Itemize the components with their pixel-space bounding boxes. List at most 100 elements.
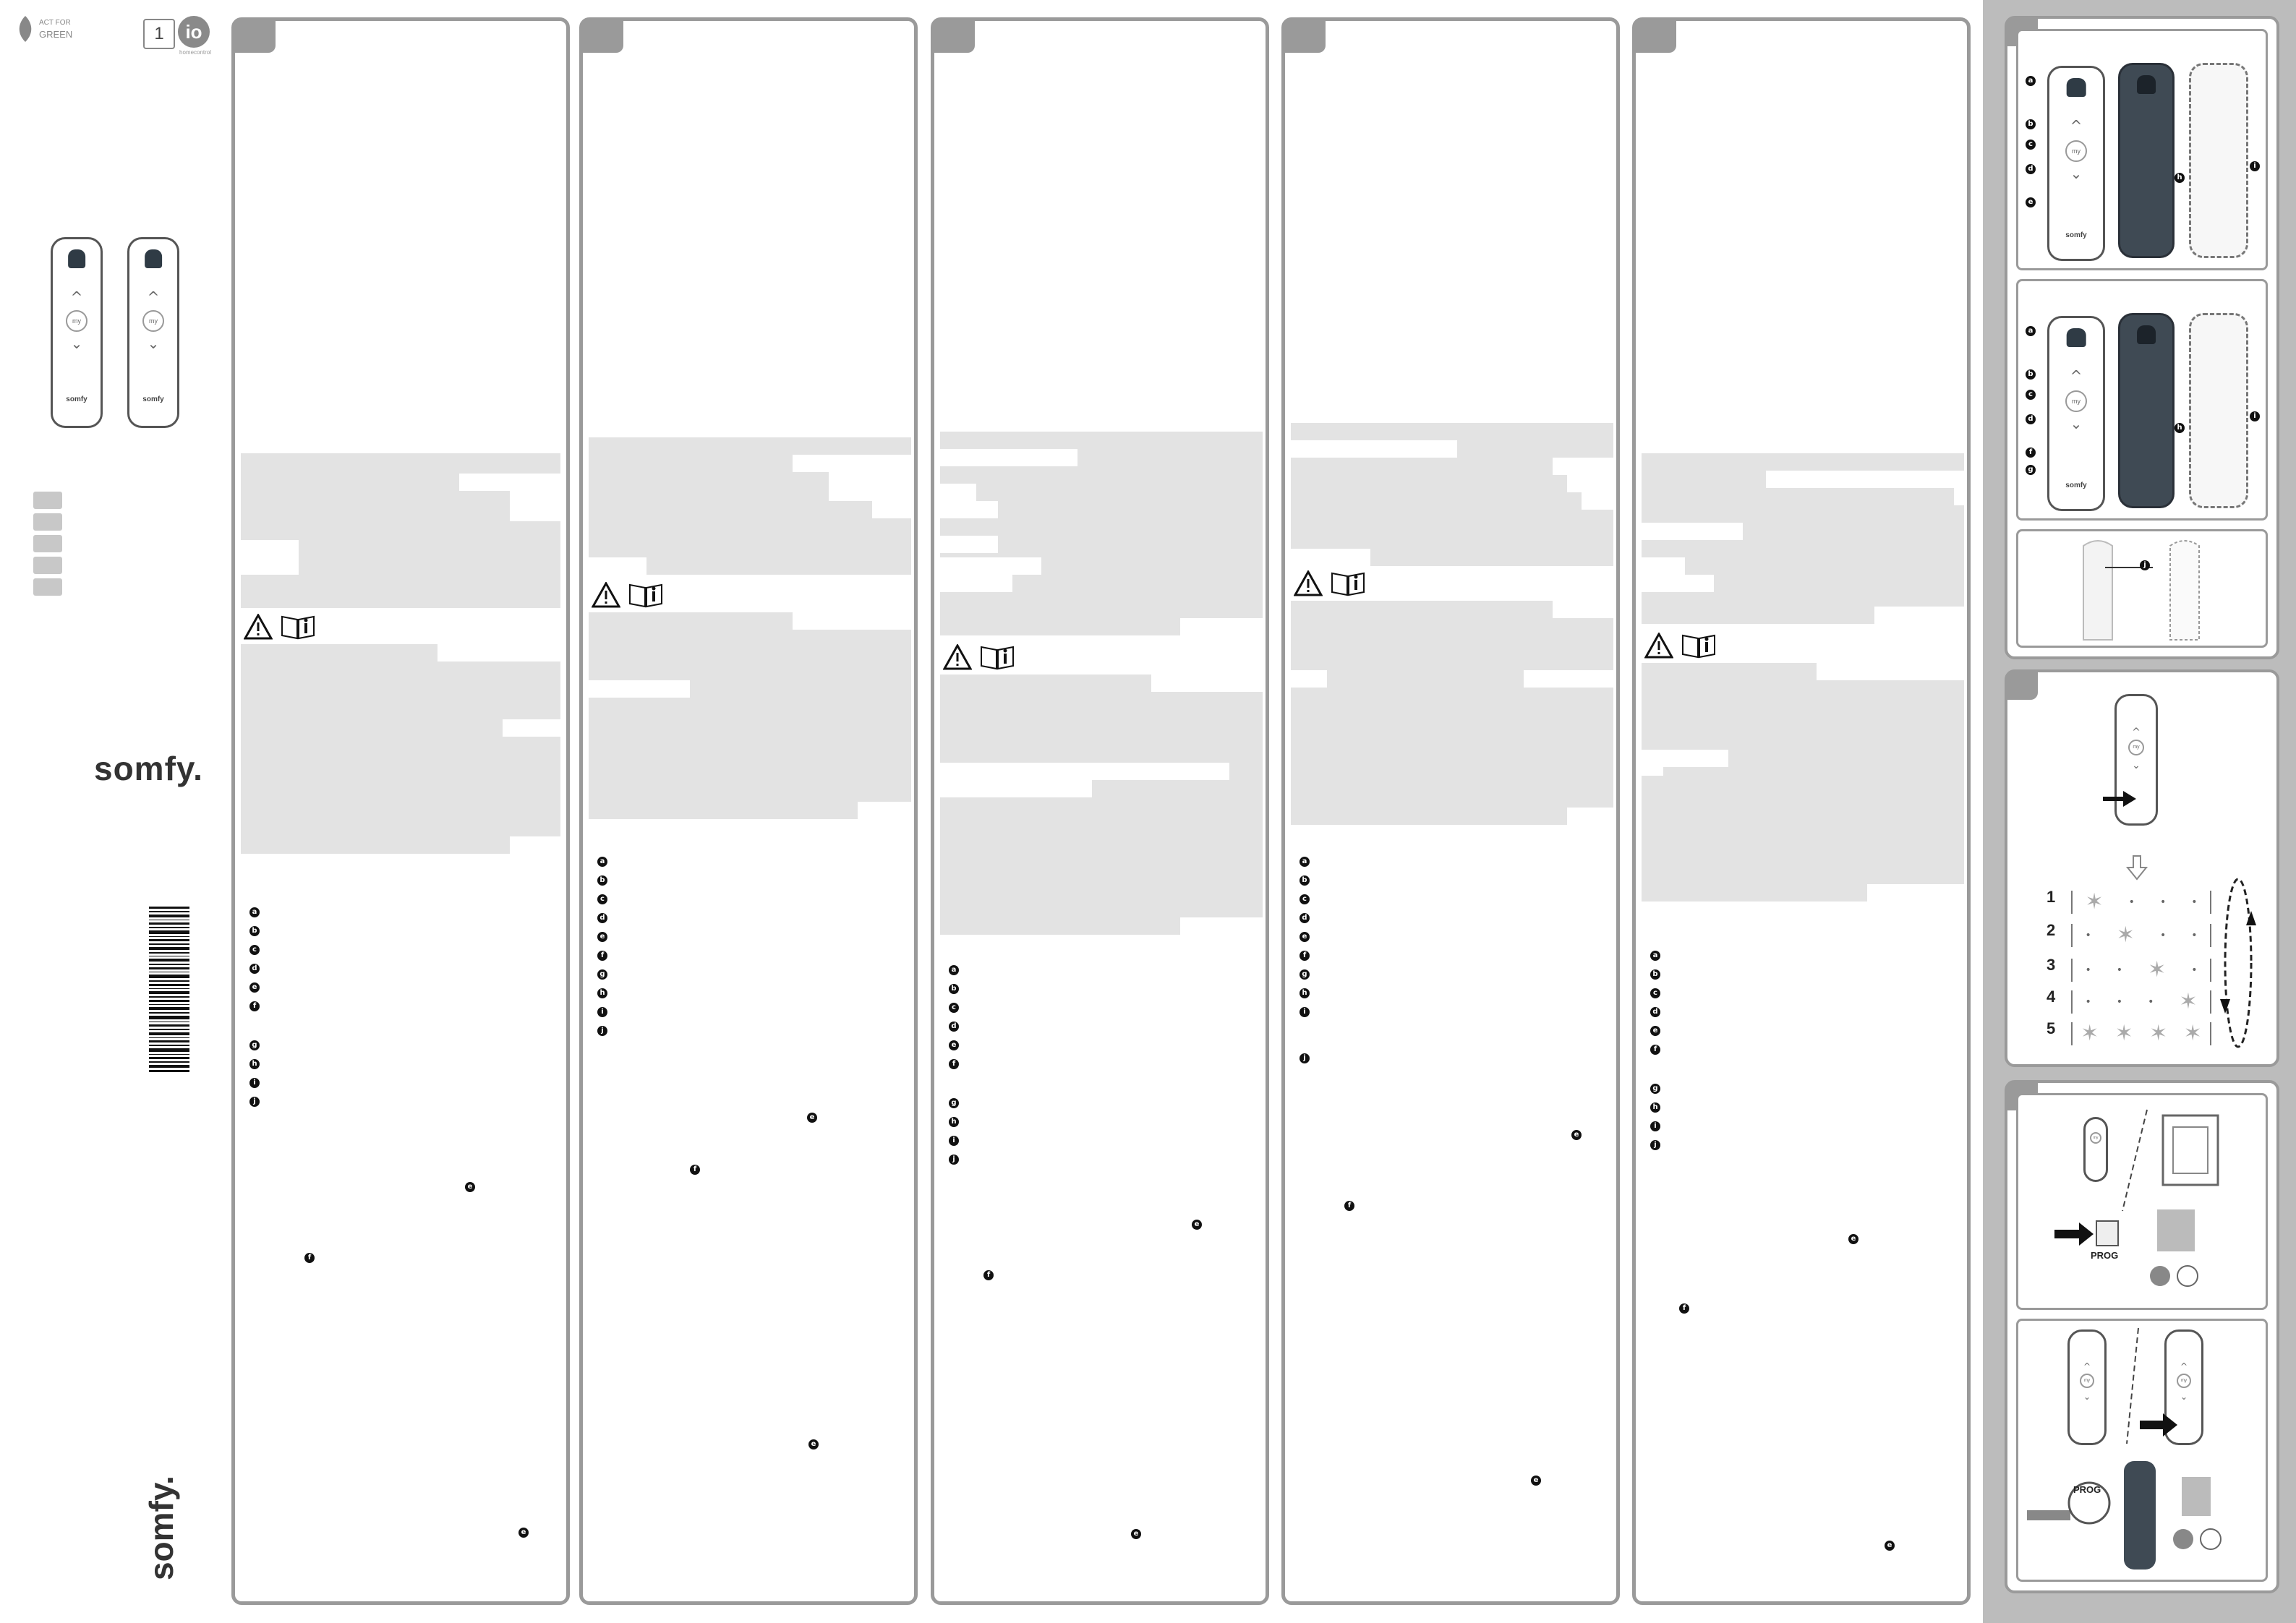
brand-logo: somfy. bbox=[94, 750, 203, 787]
callout-marker: f bbox=[597, 951, 607, 961]
callout-marker: i bbox=[597, 1007, 607, 1017]
remote-led-window bbox=[68, 249, 85, 268]
callout-marker: h bbox=[1650, 1102, 1660, 1113]
remote-led-window bbox=[2137, 325, 2156, 344]
figure-remote-5ch-parts: ^ my ⌄ somfy a b c d f g h i bbox=[2016, 279, 2268, 521]
callout-marker: b bbox=[2026, 119, 2036, 129]
led-on-icon: ✶ bbox=[2183, 1021, 2202, 1046]
language-panel-5: a b c d e f g h i j e f e bbox=[1632, 17, 1971, 1605]
callout-marker: e bbox=[1885, 1541, 1895, 1551]
cover-remote-1: ^ my ⌄ somfy bbox=[51, 237, 103, 428]
remote-small: my bbox=[2083, 1117, 2108, 1182]
language-panel-3: a b c d e f g h i j e f e bbox=[931, 17, 1269, 1605]
language-panel-2: a b c d e f g h i j e f e bbox=[579, 17, 918, 1605]
text-placeholder bbox=[589, 612, 911, 819]
my-button-icon: my bbox=[2080, 1374, 2094, 1388]
figure-tab bbox=[2006, 671, 2038, 700]
eco-logo: ACT FOR GREEN bbox=[14, 14, 72, 46]
language-chip bbox=[33, 535, 62, 552]
callout-marker: c bbox=[597, 894, 607, 904]
callout-marker: i bbox=[1650, 1121, 1660, 1131]
led-row: • • ✶ • bbox=[2071, 959, 2211, 982]
eco-label-bottom: GREEN bbox=[39, 29, 73, 40]
callout-marker: j bbox=[2140, 560, 2150, 570]
callout-marker: e bbox=[2026, 197, 2036, 207]
warning-triangle-icon bbox=[244, 614, 273, 640]
remote-channel-select: ^ my ⌄ bbox=[2114, 694, 2158, 826]
callout-marker: h bbox=[2175, 423, 2185, 433]
my-button-icon: my bbox=[2128, 740, 2144, 755]
callout-marker: e bbox=[1650, 1026, 1660, 1036]
language-tab bbox=[581, 20, 623, 53]
callout-marker: d bbox=[1650, 1007, 1660, 1017]
callout-marker: e bbox=[808, 1439, 819, 1449]
down-icon: ⌄ bbox=[147, 335, 160, 352]
led-off-icon: • bbox=[2191, 896, 2198, 908]
callout-marker: g bbox=[1299, 969, 1310, 980]
remote-brand: somfy bbox=[2065, 481, 2087, 489]
language-tab bbox=[234, 20, 276, 53]
led-off-icon: • bbox=[2085, 930, 2091, 941]
component-list-2: g h i j bbox=[1650, 1084, 1660, 1150]
down-icon: ⌄ bbox=[2180, 1392, 2188, 1402]
down-icon: ⌄ bbox=[2132, 760, 2141, 771]
figure-prog-receiver: my PROG bbox=[2016, 1093, 2268, 1310]
led-off-icon: • bbox=[2085, 964, 2091, 976]
remote-brand: somfy bbox=[66, 395, 88, 403]
callout-marker: e bbox=[1571, 1130, 1582, 1140]
callout-marker: c bbox=[1650, 988, 1660, 998]
remote-brand: somfy bbox=[2065, 231, 2087, 239]
callout-marker: h bbox=[597, 988, 607, 998]
led-off-icon: • bbox=[2159, 930, 2167, 941]
component-list: a b c d e f g h i j bbox=[597, 857, 607, 1036]
component-list: a b c d e f bbox=[249, 907, 260, 1011]
led-on-icon: ✶ bbox=[2179, 989, 2198, 1014]
up-icon: ^ bbox=[2180, 1361, 2188, 1371]
callout-marker: e bbox=[249, 982, 260, 993]
callout-marker: i bbox=[2250, 161, 2260, 171]
callout-marker: e bbox=[1131, 1529, 1141, 1539]
down-icon: ⌄ bbox=[70, 335, 83, 352]
remote-source: ^ my ⌄ bbox=[2067, 1329, 2107, 1445]
prog-receiver-illustration bbox=[2054, 1109, 2219, 1287]
callout-marker: d bbox=[249, 964, 260, 974]
press-arrow-icon bbox=[2103, 791, 2136, 807]
callout-marker: f bbox=[2026, 447, 2036, 458]
callout-marker: f bbox=[983, 1270, 994, 1280]
read-manual-icon bbox=[1682, 634, 1715, 659]
remote-front: ^ my ⌄ somfy bbox=[2047, 316, 2105, 511]
callout-marker: e bbox=[1192, 1220, 1202, 1230]
callout-marker: a bbox=[2026, 326, 2036, 336]
my-button-icon: my bbox=[2090, 1132, 2101, 1144]
warning-triangle-icon bbox=[1294, 570, 1323, 596]
led-row: • • • ✶ bbox=[2071, 990, 2211, 1014]
led-off-icon: • bbox=[2116, 996, 2123, 1008]
up-icon: ^ bbox=[70, 288, 83, 306]
callout-marker: f bbox=[949, 1059, 959, 1069]
my-button-icon: my bbox=[2065, 140, 2087, 162]
led-off-icon: • bbox=[2191, 964, 2198, 976]
callout-marker: h bbox=[249, 1059, 260, 1069]
led-on-icon: ✶ bbox=[2116, 922, 2135, 948]
led-off-icon: • bbox=[2191, 930, 2198, 941]
channel-count: 1 bbox=[154, 24, 164, 43]
callout-marker: i bbox=[949, 1136, 959, 1146]
callout-marker: d bbox=[2026, 414, 2036, 424]
language-panel-4: a b c d e f g h i j e f e bbox=[1281, 17, 1620, 1605]
led-on-icon: ✶ bbox=[2114, 1021, 2133, 1046]
component-list: a b c d e f bbox=[949, 965, 959, 1069]
remote-back bbox=[2118, 63, 2175, 258]
text-placeholder bbox=[940, 675, 1263, 935]
text-placeholder bbox=[1291, 601, 1613, 825]
callout-marker: j bbox=[597, 1026, 607, 1036]
language-chip bbox=[33, 513, 62, 531]
callout-marker: g bbox=[1650, 1084, 1660, 1094]
prog-copy-illustration bbox=[2027, 1327, 2222, 1570]
callout-marker: d bbox=[2026, 164, 2036, 174]
step-number: 1 bbox=[2047, 888, 2056, 906]
callout-marker: d bbox=[1299, 913, 1310, 923]
callout-marker: i bbox=[2250, 411, 2260, 421]
callout-marker: a bbox=[597, 857, 607, 867]
up-icon: ^ bbox=[2070, 117, 2083, 134]
remote-led-window bbox=[2066, 328, 2086, 347]
